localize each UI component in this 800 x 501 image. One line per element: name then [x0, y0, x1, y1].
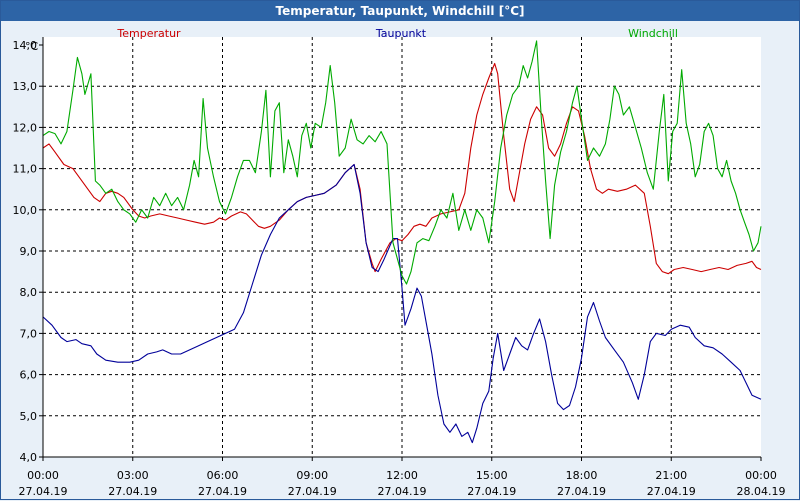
y-tick-label: 14,0 — [13, 39, 38, 52]
x-tick-date-label: 27.04.19 — [198, 485, 247, 498]
legend-entry-taupunkt: Taupunkt — [375, 27, 427, 40]
legend: Temperatur Taupunkt Windchill — [116, 27, 678, 40]
y-tick-label: 9,0 — [20, 245, 38, 258]
y-tick-label: 5,0 — [20, 410, 38, 423]
y-axis-label: °C — [25, 40, 39, 53]
y-tick-label: 11,0 — [13, 163, 38, 176]
x-tick-time-label: 06:00 — [207, 469, 239, 482]
series-line-temperatur — [42, 62, 762, 275]
x-tick-date-label: 28.04.19 — [737, 485, 786, 498]
x-tick-time-label: 15:00 — [476, 469, 508, 482]
x-tick-date-label: 27.04.19 — [557, 485, 606, 498]
x-tick-date-label: 27.04.19 — [19, 485, 68, 498]
legend-entry-windchill: Windchill — [628, 27, 678, 40]
series-line-windchill — [42, 40, 762, 285]
y-tick-label: 6,0 — [20, 369, 38, 382]
series-lines — [42, 40, 762, 444]
x-tick-time-label: 18:00 — [566, 469, 598, 482]
x-tick-time-label: 03:00 — [117, 469, 149, 482]
y-tick-label: 10,0 — [13, 204, 38, 217]
legend-entry-temperatur: Temperatur — [116, 27, 181, 40]
y-tick-label: 8,0 — [20, 286, 38, 299]
y-tick-label: 13,0 — [13, 80, 38, 93]
x-tick-date-label: 27.04.19 — [108, 485, 157, 498]
x-tick-time-label: 12:00 — [386, 469, 418, 482]
axes: 14,0 13,0 12,0 11,0 10,0 9,0 8,0 7,0 6,0 5,0 4,0 00… — [13, 37, 786, 498]
x-tick-date-label: 27.04.19 — [467, 485, 516, 498]
x-tick-time-label: 00:00 — [745, 469, 777, 482]
x-tick-date-label: 27.04.19 — [288, 485, 337, 498]
y-tick-label: 4,0 — [20, 451, 38, 464]
x-tick-date-label: 27.04.19 — [647, 485, 696, 498]
x-tick-time-label: 00:00 — [27, 469, 59, 482]
x-tick-time-label: 21:00 — [655, 469, 687, 482]
y-tick-label: 12,0 — [13, 121, 38, 134]
x-tick-time-label: 09:00 — [296, 469, 328, 482]
x-tick-date-label: 27.04.19 — [378, 485, 427, 498]
series-line-taupunkt — [42, 163, 762, 444]
y-tick-label: 7,0 — [20, 327, 38, 340]
title-bar: Temperatur, Taupunkt, Windchill [°C] — [1, 1, 799, 21]
